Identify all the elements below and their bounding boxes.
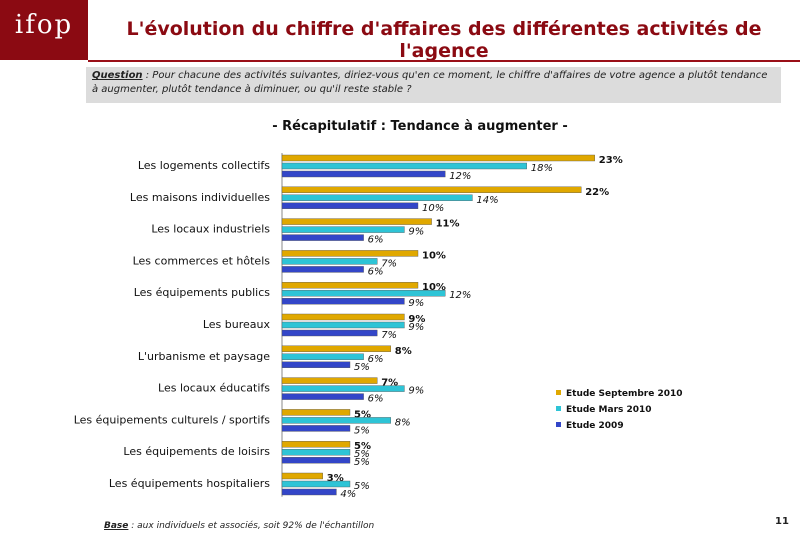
bar xyxy=(281,186,582,194)
bar xyxy=(281,457,351,464)
bar xyxy=(281,417,392,424)
data-label: 6% xyxy=(368,354,384,365)
bar xyxy=(281,282,419,289)
bar xyxy=(281,194,473,202)
data-label: 3% xyxy=(327,473,344,484)
question-box: Question : Pour chacune des activités su… xyxy=(86,67,781,103)
bar xyxy=(281,313,405,321)
category-label: Les commerces et hôtels xyxy=(133,254,271,267)
data-label: 23% xyxy=(599,155,623,166)
data-label: 8% xyxy=(395,346,412,357)
data-label: 7% xyxy=(381,258,397,269)
data-label: 10% xyxy=(422,282,446,293)
bar xyxy=(281,258,378,265)
data-label: 5% xyxy=(354,409,371,420)
data-label: 5% xyxy=(354,481,370,492)
bar xyxy=(281,298,405,305)
bar xyxy=(281,170,446,178)
logo-text: ifop xyxy=(14,10,74,40)
data-label: 6% xyxy=(368,235,384,246)
data-label: 5% xyxy=(354,449,370,460)
data-label: 5% xyxy=(354,362,370,373)
data-label: 5% xyxy=(354,425,370,436)
bar xyxy=(281,441,351,448)
ifop-logo: ifop xyxy=(0,0,88,60)
data-label: 12% xyxy=(449,171,471,182)
data-label: 22% xyxy=(585,187,609,198)
data-label: 14% xyxy=(476,195,498,206)
bar xyxy=(281,393,364,400)
bar xyxy=(281,425,351,432)
bar xyxy=(281,488,337,496)
data-label: 9% xyxy=(408,322,424,333)
category-label: Les logements collectifs xyxy=(138,159,270,172)
bar xyxy=(281,266,364,273)
legend-swatch xyxy=(556,406,561,411)
page-title: L'évolution du chiffre d'affaires des di… xyxy=(126,18,762,62)
bar xyxy=(281,329,378,337)
data-label: 9% xyxy=(408,386,424,397)
data-label: 4% xyxy=(340,489,356,500)
data-label: 12% xyxy=(449,290,471,301)
data-label: 9% xyxy=(408,314,425,325)
data-label: 11% xyxy=(436,219,460,230)
legend-label: Etude 2009 xyxy=(566,421,624,431)
bar xyxy=(281,218,432,225)
category-label: Les locaux éducatifs xyxy=(158,382,270,395)
data-label: 10% xyxy=(422,203,444,214)
question-label: Question xyxy=(92,70,143,81)
category-label: Les bureaux xyxy=(203,318,271,331)
bar xyxy=(281,345,392,352)
legend-label: Etude Mars 2010 xyxy=(566,405,652,415)
bar xyxy=(281,480,351,488)
chart-title: - Récapitulatif : Tendance à augmenter - xyxy=(272,119,568,134)
category-label: Les équipements culturels / sportifs xyxy=(74,413,271,426)
data-label: 5% xyxy=(354,457,370,468)
data-label: 7% xyxy=(381,330,397,341)
bar xyxy=(281,250,419,257)
base-text: : aux individuels et associés, soit 92% … xyxy=(128,521,375,531)
category-label: Les équipements publics xyxy=(134,286,271,299)
data-label: 9% xyxy=(408,298,424,309)
data-label: 6% xyxy=(368,394,384,405)
bar xyxy=(281,449,351,456)
legend-swatch xyxy=(556,422,561,427)
bar xyxy=(281,321,405,329)
category-label: Les équipements hospitaliers xyxy=(109,477,270,490)
legend-label: Etude Septembre 2010 xyxy=(566,389,683,399)
base-note: Base : aux individuels et associés, soit… xyxy=(104,521,374,531)
bar xyxy=(281,385,405,392)
bar xyxy=(281,377,378,384)
page-number: 11 xyxy=(775,516,789,527)
bar xyxy=(281,290,446,297)
base-label: Base xyxy=(104,521,129,531)
data-label: 8% xyxy=(395,417,411,428)
category-label: Les équipements de loisirs xyxy=(123,445,270,458)
data-label: 7% xyxy=(381,378,398,389)
bar xyxy=(281,162,528,170)
bar xyxy=(281,472,323,480)
header: L'évolution du chiffre d'affaires des di… xyxy=(88,0,800,62)
bar xyxy=(281,202,419,210)
legend-swatch xyxy=(556,390,561,395)
category-label: Les locaux industriels xyxy=(151,223,270,236)
question-text: : Pour chacune des activités suivantes, … xyxy=(92,70,768,95)
bar xyxy=(281,353,364,360)
data-label: 6% xyxy=(368,266,384,277)
category-label: L'urbanisme et paysage xyxy=(138,350,270,363)
title-divider xyxy=(88,60,800,62)
data-label: 10% xyxy=(422,250,446,261)
data-label: 18% xyxy=(531,163,553,174)
data-label: 9% xyxy=(408,227,424,238)
bar xyxy=(281,226,405,233)
bar xyxy=(281,409,351,416)
bar xyxy=(281,234,364,241)
category-label: Les maisons individuelles xyxy=(130,191,270,204)
bar xyxy=(281,361,351,368)
bar xyxy=(281,154,595,162)
data-label: 5% xyxy=(354,441,371,452)
